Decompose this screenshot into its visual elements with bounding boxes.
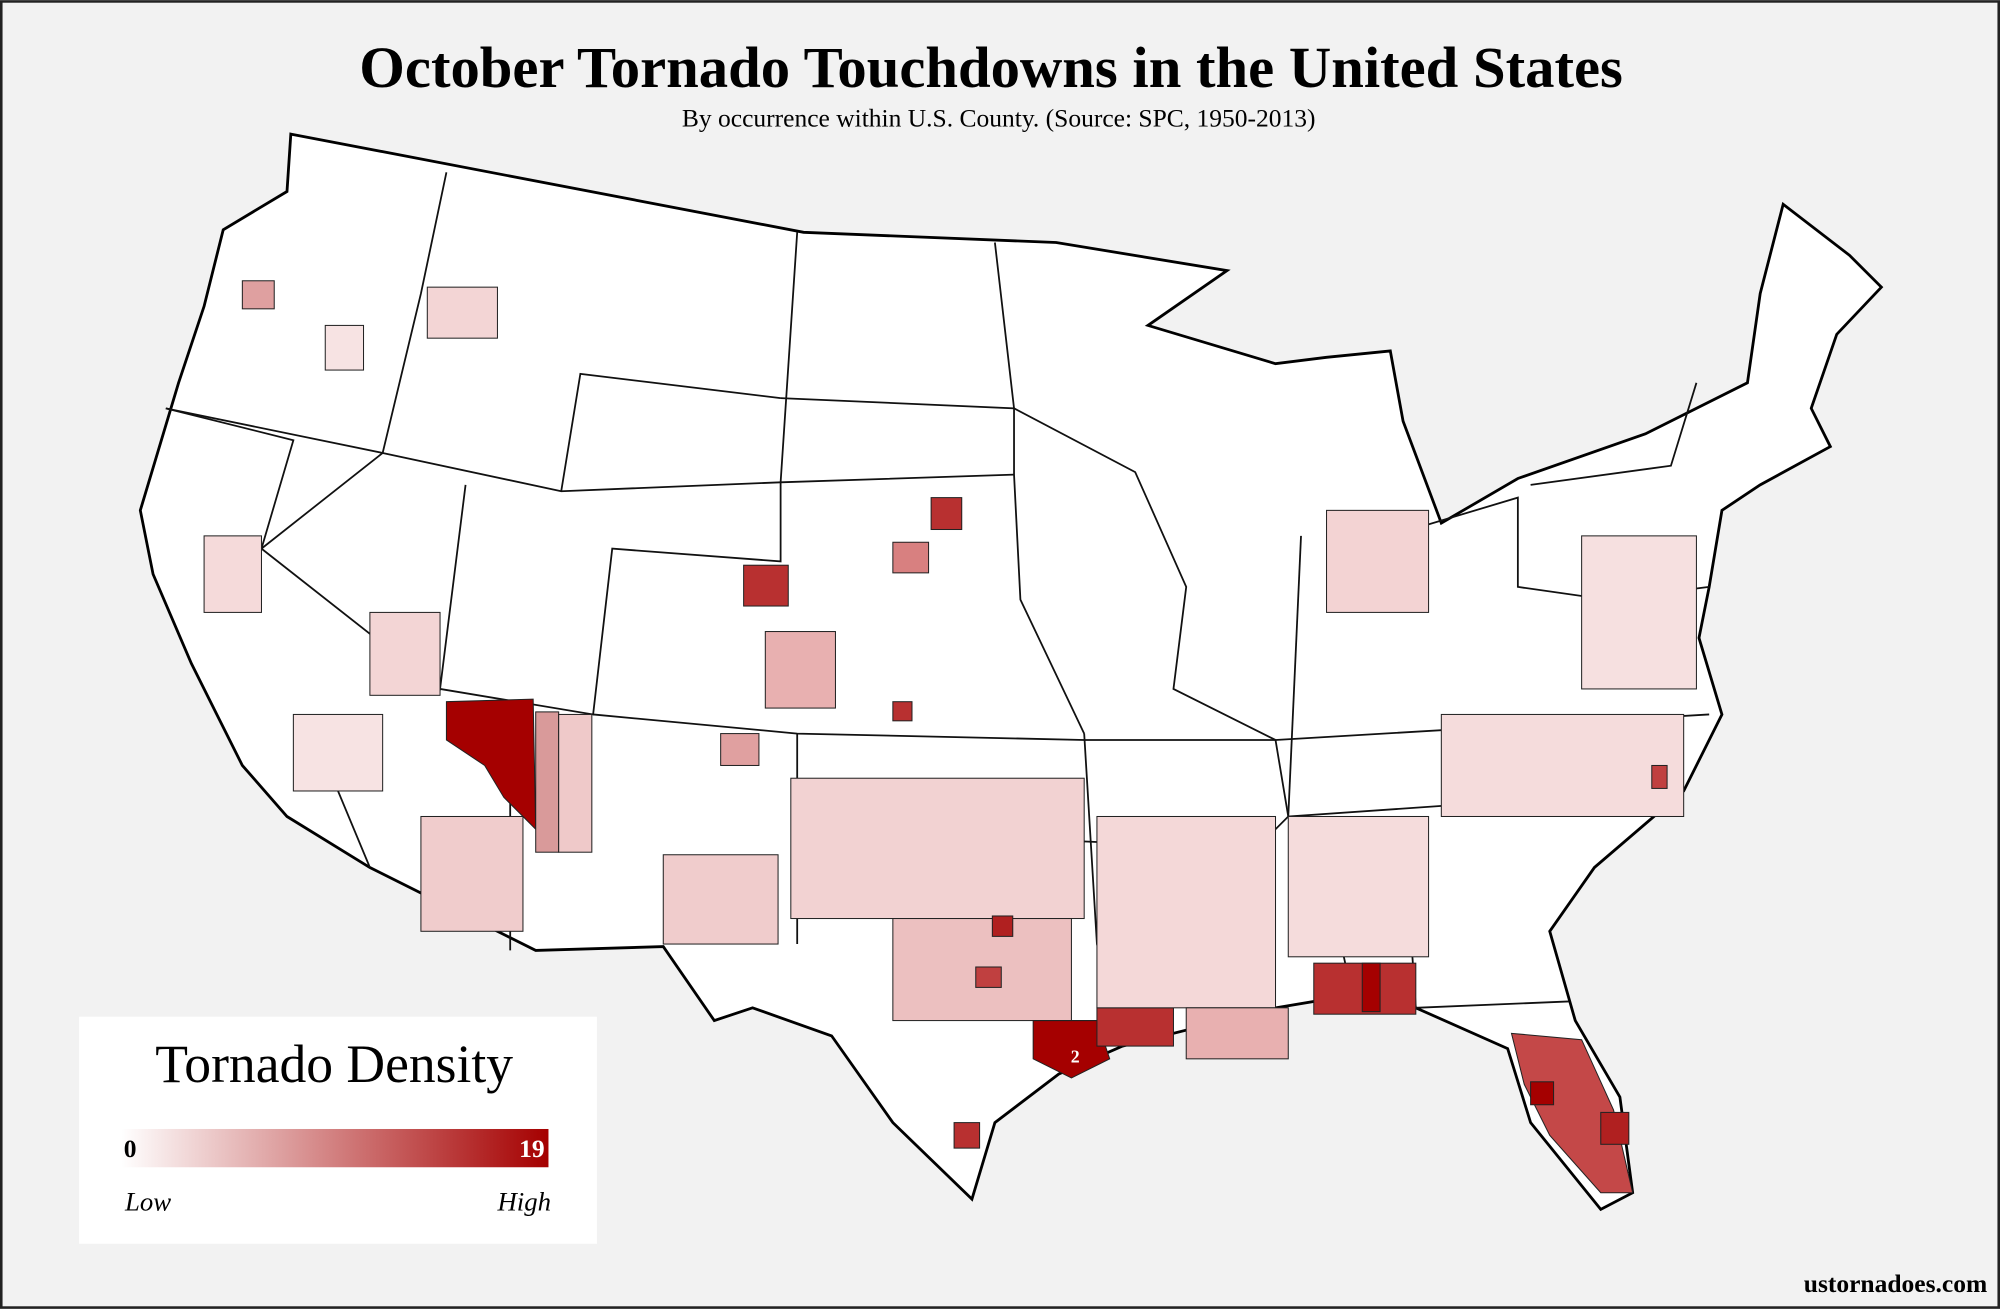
county [1326,509,1430,613]
county [426,286,498,339]
legend-high: High [496,1187,551,1217]
county [558,713,593,853]
credit: ustornadoes.com [1804,1269,1987,1298]
county [790,777,1085,920]
county [892,541,930,574]
county [1185,1007,1289,1060]
county [445,698,537,831]
county [369,611,441,696]
county [1600,1111,1630,1145]
county [1530,1081,1555,1106]
county [1096,815,1277,1009]
county-shading [203,280,1697,1194]
county [324,324,365,371]
county [1096,1007,1174,1047]
legend-gradient [121,1128,549,1168]
county [991,915,1014,937]
county [1361,962,1381,1013]
county [1581,535,1697,690]
legend-title: Tornado Density [155,1034,513,1094]
county [1032,1020,1111,1079]
county [1651,764,1668,789]
county [662,854,779,945]
county [535,711,560,853]
county [953,1122,981,1149]
legend: Tornado Density 0 19 Low High [79,1016,597,1244]
legend-max: 19 [519,1134,545,1163]
legend-low: Low [124,1187,171,1217]
legend-min: 0 [124,1134,137,1163]
county [720,733,760,766]
county [743,564,789,607]
county [241,280,275,310]
county [1440,713,1685,817]
map-annotation: 2 [1071,1047,1080,1067]
county [1287,815,1430,958]
title: October Tornado Touchdowns in the United… [359,35,1623,100]
county [930,497,963,531]
county [975,966,1002,988]
county [764,631,836,709]
county [292,713,384,792]
county [203,535,262,613]
us-map: 2 [138,132,1884,1212]
county [420,815,524,932]
county [1510,1032,1634,1194]
subtitle: By occurrence within U.S. County. (Sourc… [682,103,1316,132]
county [892,701,913,722]
